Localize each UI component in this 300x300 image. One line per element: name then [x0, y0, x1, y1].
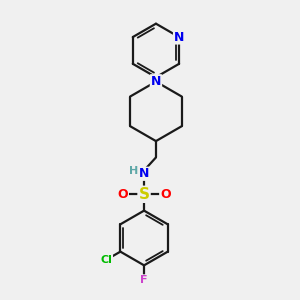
- Text: N: N: [174, 31, 184, 44]
- Text: O: O: [160, 188, 171, 201]
- Text: O: O: [117, 188, 128, 201]
- Text: Cl: Cl: [100, 255, 112, 265]
- Text: F: F: [140, 275, 148, 285]
- Text: N: N: [151, 75, 161, 88]
- Text: N: N: [139, 167, 149, 180]
- Text: H: H: [129, 166, 138, 176]
- Text: S: S: [139, 187, 150, 202]
